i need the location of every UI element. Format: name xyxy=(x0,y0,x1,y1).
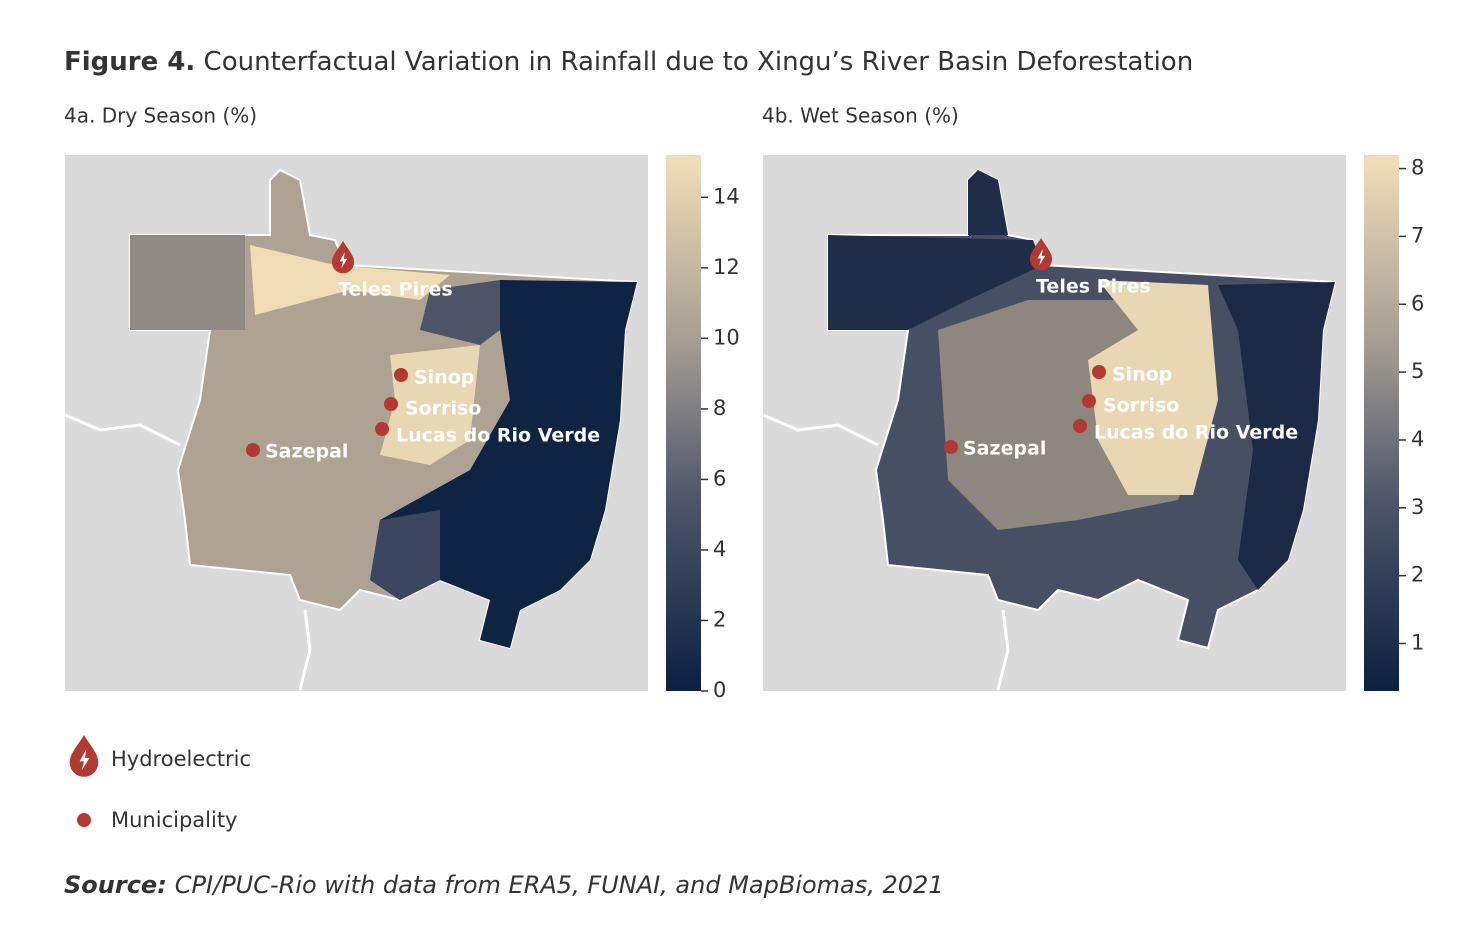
places: Teles Pires Sinop Sorriso Lucas do Rio Verd… xyxy=(246,241,600,463)
colorbar-tick-label: 6 xyxy=(713,466,726,490)
colorbar-tick-label: 0 xyxy=(713,678,726,702)
municipality-label: Lucas do Rio Verde xyxy=(396,425,600,447)
municipality-dot xyxy=(944,440,958,454)
colorbar-tick-label: 3 xyxy=(1411,495,1424,519)
panel-subtitle: 4a. Dry Season (%) xyxy=(64,104,257,128)
municipality-label: Sorriso xyxy=(1103,395,1179,417)
panel-subtitle: 4b. Wet Season (%) xyxy=(762,104,959,128)
colorbar-tick-label: 6 xyxy=(1411,291,1424,315)
legend-label: Municipality xyxy=(111,808,237,832)
colorbar-tick-label: 8 xyxy=(713,396,726,420)
map-wet xyxy=(762,155,1346,691)
municipality-label: Sinop xyxy=(1112,364,1172,386)
municipality-dot xyxy=(394,368,408,382)
places: Teles Pires Sinop Sorriso Lucas do Rio Verd… xyxy=(944,238,1298,460)
figure-title: Figure 4. Counterfactual Variation in Ra… xyxy=(64,47,1193,77)
municipality-label: Lucas do Rio Verde xyxy=(1094,422,1298,444)
municipality-dot xyxy=(1082,394,1096,408)
source-label: Source: xyxy=(64,871,167,899)
map-dry xyxy=(64,155,648,691)
colorbar-tick-label: 2 xyxy=(713,607,726,631)
colorbar-tick-label: 12 xyxy=(713,255,740,279)
hydroelectric-label: Teles Pires xyxy=(1036,276,1151,298)
legend-icon-municipality xyxy=(77,813,91,827)
colorbar xyxy=(666,155,701,691)
legend-label: Hydroelectric xyxy=(111,747,251,771)
colorbar-tick-label: 1 xyxy=(1411,631,1424,655)
hydroelectric-label: Teles Pires xyxy=(338,279,453,301)
colorbar-tick-label: 4 xyxy=(713,537,726,561)
municipality-label: Sorriso xyxy=(405,398,481,420)
colorbar-tick-label: 10 xyxy=(713,325,740,349)
source-text: CPI/PUC-Rio with data from ERA5, FUNAI, … xyxy=(175,871,944,899)
source: Source: CPI/PUC-Rio with data from ERA5, … xyxy=(64,871,944,899)
municipality-dot xyxy=(246,443,260,457)
municipality-dot xyxy=(375,422,389,436)
municipality-label: Sazepal xyxy=(265,441,348,463)
colorbar-tick-label: 7 xyxy=(1411,223,1424,247)
colorbar xyxy=(1364,155,1399,691)
colorbar-tick-label: 8 xyxy=(1411,156,1424,180)
municipality-label: Sazepal xyxy=(963,438,1046,460)
legend-icon-hydro xyxy=(69,735,99,777)
municipality-dot xyxy=(1073,419,1087,433)
municipality-dot xyxy=(384,397,398,411)
municipality-label: Sinop xyxy=(414,367,474,389)
municipality-dot xyxy=(1092,365,1106,379)
colorbar-tick-label: 5 xyxy=(1411,359,1424,383)
colorbar-tick-label: 2 xyxy=(1411,563,1424,587)
colorbar-tick-label: 14 xyxy=(713,184,740,208)
colorbar-tick-label: 4 xyxy=(1411,427,1424,451)
